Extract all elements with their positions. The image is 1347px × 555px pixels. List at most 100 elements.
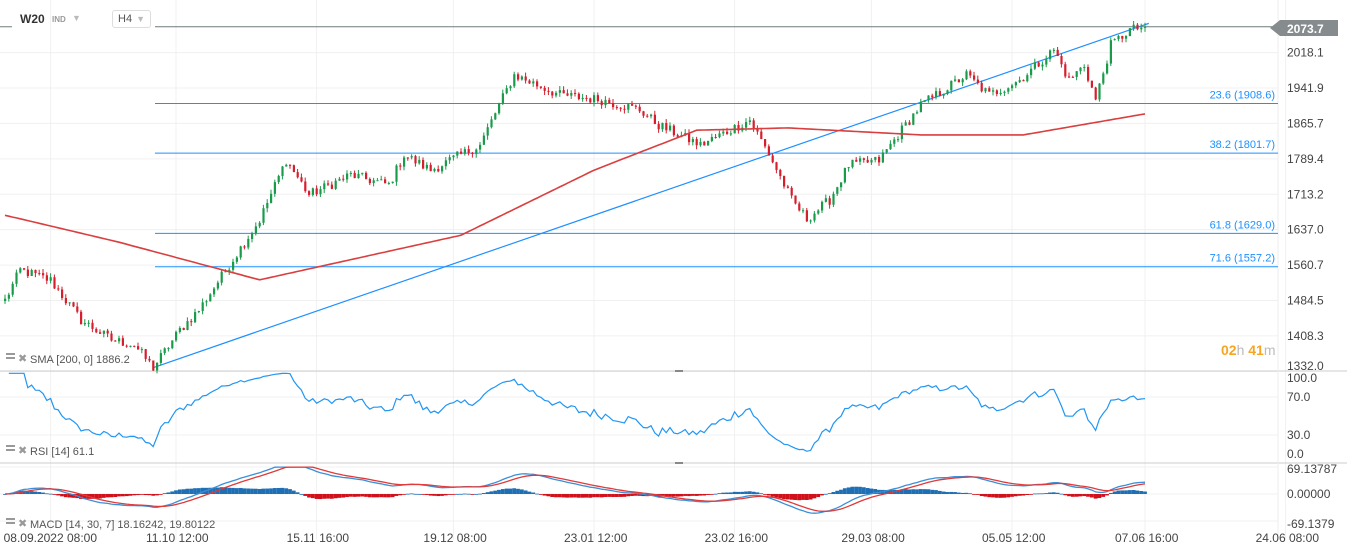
macd-histogram-bar xyxy=(766,494,771,496)
candle xyxy=(175,330,178,342)
candle-body xyxy=(942,93,945,96)
macd-tick-label: 0.00000 xyxy=(1287,487,1331,501)
macd-histogram-bar xyxy=(937,490,942,494)
candle-body xyxy=(737,124,740,131)
close-macd-icon: ✖ xyxy=(18,518,27,530)
pane-resize-handle[interactable] xyxy=(675,370,683,372)
macd-histogram-bar xyxy=(576,494,581,498)
candle-body xyxy=(1071,76,1074,78)
macd-histogram-bar xyxy=(835,490,840,494)
candle-body xyxy=(83,322,86,325)
candle-body xyxy=(391,181,394,184)
macd-histogram-bar xyxy=(489,491,494,494)
candle xyxy=(460,148,463,155)
candle xyxy=(1094,86,1097,101)
x-tick-label: 23.01 12:00 xyxy=(564,531,628,545)
last-price-label: 2073.7 xyxy=(1287,22,1324,36)
macd-histogram-bar xyxy=(1105,494,1109,496)
pane-resize-handle[interactable] xyxy=(675,462,683,464)
chevron-down-icon[interactable]: ▼ xyxy=(72,13,81,23)
macd-histogram-bar xyxy=(177,489,182,494)
candle xyxy=(802,208,805,214)
macd-histogram-bar xyxy=(299,493,304,495)
macd-histogram-bar xyxy=(751,491,756,494)
macd-histogram-bar xyxy=(82,494,87,500)
macd-histogram-bar xyxy=(1063,494,1068,496)
macd-histogram-bar xyxy=(956,492,961,494)
candle xyxy=(923,100,926,103)
candle xyxy=(688,129,691,146)
y-tick-label: 1865.7 xyxy=(1287,116,1324,130)
macd-histogram-bar xyxy=(782,494,786,500)
candle-body xyxy=(1037,62,1040,67)
candle-body xyxy=(832,193,835,205)
macd-tick-label: 69.13787 xyxy=(1287,462,1337,476)
candle-body xyxy=(779,169,782,176)
macd-histogram-bar xyxy=(295,492,300,494)
macd-histogram-bar xyxy=(1074,494,1079,497)
candle xyxy=(197,310,200,314)
macd-histogram-bar xyxy=(1025,494,1030,495)
candle xyxy=(1068,72,1071,79)
candle-body xyxy=(783,175,786,187)
macd-histogram-bar xyxy=(276,487,281,494)
candle-body xyxy=(1113,39,1116,41)
candle xyxy=(178,326,181,334)
candle-body xyxy=(589,98,592,103)
candle-body xyxy=(1094,87,1097,100)
macd-histogram-bar xyxy=(307,494,311,498)
candle-body xyxy=(422,159,425,169)
macd-histogram-bar xyxy=(333,494,338,499)
macd-histogram-bar xyxy=(1036,493,1041,495)
candle xyxy=(338,176,341,181)
candle xyxy=(220,269,223,286)
legend-sma[interactable]: ✖ SMA [200, 0] 1886.2 xyxy=(6,353,130,366)
candle-body xyxy=(121,338,124,346)
candle-body xyxy=(756,128,759,132)
macd-histogram-bar xyxy=(113,494,118,498)
symbol-label[interactable]: W20 xyxy=(20,12,45,26)
candle xyxy=(710,133,713,143)
candle xyxy=(1128,28,1131,37)
candle xyxy=(372,177,375,187)
candle-body xyxy=(623,108,626,110)
candle xyxy=(186,317,189,331)
candle xyxy=(1041,61,1044,71)
macd-histogram-bar xyxy=(1131,490,1136,494)
macd-histogram-bar xyxy=(37,492,42,494)
macd-histogram-bar xyxy=(322,494,327,499)
candle xyxy=(703,140,706,146)
macd-histogram-bar xyxy=(310,494,315,499)
candle-body xyxy=(1144,26,1147,28)
candle xyxy=(1003,90,1006,97)
macd-histogram-bar xyxy=(185,488,190,494)
candle-body xyxy=(425,164,428,169)
candle xyxy=(524,72,527,84)
candle-body xyxy=(429,164,432,172)
candle xyxy=(1033,58,1036,71)
x-tick-label: 05.05 12:00 xyxy=(982,531,1046,545)
macd-histogram-bar xyxy=(945,492,950,494)
candle xyxy=(254,222,257,236)
candle-body xyxy=(722,131,725,134)
macd-histogram-bar xyxy=(652,494,657,497)
candle xyxy=(327,180,330,186)
candle xyxy=(258,221,261,229)
candle xyxy=(456,151,459,159)
candle-body xyxy=(114,340,117,342)
candle-body xyxy=(91,322,94,329)
candle xyxy=(893,137,896,147)
candle-body xyxy=(1132,24,1135,29)
timeframe-select[interactable]: H4 ▼ xyxy=(112,10,151,28)
candle xyxy=(395,164,398,186)
candle xyxy=(513,71,516,89)
macd-histogram-bar xyxy=(56,494,61,496)
legend-rsi[interactable]: ✖ RSI [14] 61.1 xyxy=(6,445,94,458)
macd-histogram-bar xyxy=(1070,494,1075,497)
candle-body xyxy=(1049,50,1052,60)
macd-histogram-bar xyxy=(827,493,832,495)
candle xyxy=(148,356,151,363)
legend-macd[interactable]: ✖ MACD [14, 30, 7] 18.16242, 19.80122 xyxy=(6,518,215,531)
candle-body xyxy=(767,146,770,156)
